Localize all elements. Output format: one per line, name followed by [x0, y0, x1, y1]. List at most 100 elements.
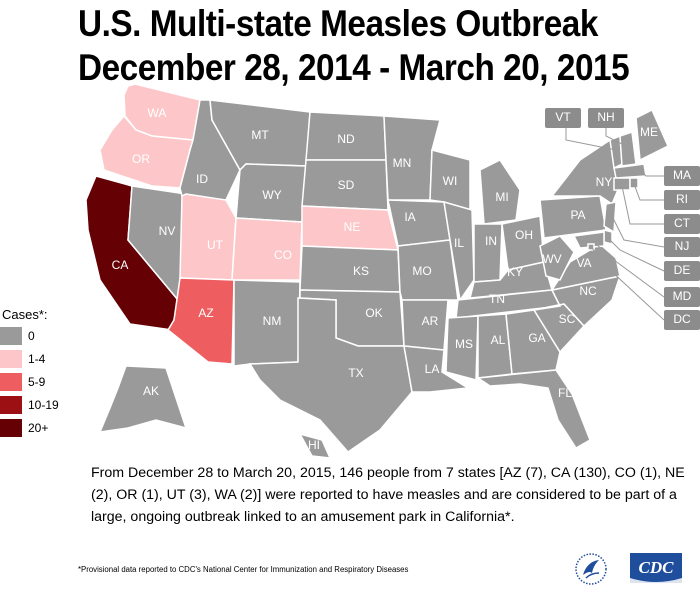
callout-de: DE — [664, 261, 700, 281]
legend-label: 1-4 — [28, 352, 46, 366]
label-fl: FL — [558, 386, 572, 400]
outbreak-description: From December 28 to March 20, 2015, 146 … — [91, 465, 685, 525]
label-ia: IA — [404, 210, 415, 224]
state-la — [403, 345, 471, 393]
svg-text:MA: MA — [673, 168, 691, 182]
state-hi — [298, 432, 332, 459]
legend-title: Cases*: — [2, 307, 48, 322]
state-ak — [98, 365, 188, 433]
label-nd: ND — [337, 132, 355, 146]
label-ak: AK — [143, 384, 159, 398]
cdc-logo: CDC — [628, 551, 684, 585]
state-me — [635, 108, 669, 162]
label-wy: WY — [262, 188, 281, 202]
legend-label: 0 — [28, 329, 35, 343]
legend-item-1-4: 1-4 — [0, 349, 60, 369]
label-me: ME — [640, 125, 658, 139]
legend-label: 5-9 — [28, 375, 46, 389]
label-ga: GA — [528, 331, 545, 345]
legend-item-0: 0 — [0, 326, 60, 346]
label-mn: MN — [393, 156, 412, 170]
label-mt: MT — [251, 128, 269, 142]
svg-text:VT: VT — [555, 110, 571, 124]
label-ne: NE — [344, 220, 361, 234]
state-wv — [539, 235, 575, 281]
state-ut — [179, 193, 237, 281]
label-al: AL — [491, 333, 506, 347]
label-wa: WA — [148, 106, 167, 120]
hhs-eagle-icon — [574, 551, 608, 587]
legend-label: 20+ — [28, 421, 49, 435]
label-az: AZ — [198, 306, 213, 320]
title-line-2: December 28, 2014 - March 20, 2015 — [78, 47, 630, 88]
svg-text:NJ: NJ — [675, 239, 690, 253]
label-wv: WV — [542, 252, 561, 266]
label-ut: UT — [207, 238, 224, 252]
label-ms: MS — [455, 337, 473, 351]
svg-text:CT: CT — [674, 216, 691, 230]
label-ar: AR — [422, 314, 439, 328]
state-fl — [475, 369, 591, 450]
state-nh — [619, 130, 637, 167]
callout-ma: MA — [664, 166, 700, 186]
callout-ct: CT — [664, 214, 700, 234]
legend-swatch — [0, 419, 22, 437]
label-il: IL — [454, 236, 464, 250]
state-il — [443, 200, 475, 302]
label-oh: OH — [515, 228, 533, 242]
state-ct — [613, 177, 631, 191]
callout-vt: VT — [545, 108, 581, 128]
label-or: OR — [132, 152, 150, 166]
state-nj — [603, 201, 617, 234]
legend-swatch — [0, 350, 22, 368]
label-va: VA — [576, 256, 591, 270]
label-la: LA — [425, 362, 440, 376]
state-ms — [445, 315, 479, 381]
label-tx: TX — [348, 366, 363, 380]
cdc-logo-text: CDC — [639, 558, 675, 577]
state-ga — [505, 309, 561, 375]
state-ks — [299, 245, 401, 293]
state-tx — [248, 297, 413, 453]
label-nv: NV — [159, 224, 176, 238]
map-title: U.S. Multi-state Measles Outbreak Decemb… — [78, 2, 630, 90]
state-ri — [629, 177, 639, 189]
label-nm: NM — [263, 314, 282, 328]
svg-text:DE: DE — [674, 263, 691, 277]
legend-item-20-plus: 20+ — [0, 418, 60, 438]
label-sd: SD — [338, 178, 355, 192]
svg-text:NH: NH — [597, 110, 614, 124]
legend-label: 10-19 — [28, 398, 59, 412]
label-ca: CA — [112, 258, 129, 272]
callout-ri: RI — [664, 190, 700, 210]
state-de — [603, 229, 613, 245]
label-co: CO — [274, 248, 292, 262]
state-labels: WA OR CA NV ID MT WY UT CO AZ NM ND SD N… — [112, 106, 658, 452]
state-ia — [387, 199, 451, 247]
svg-text:RI: RI — [676, 192, 688, 206]
title-line-1: U.S. Multi-state Measles Outbreak — [78, 3, 598, 44]
svg-text:DC: DC — [673, 312, 691, 326]
label-id: ID — [196, 172, 208, 186]
label-ks: KS — [353, 264, 369, 278]
label-wi: WI — [443, 174, 458, 188]
label-pa: PA — [570, 208, 585, 222]
legend-swatch — [0, 396, 22, 414]
label-hi: HI — [308, 438, 320, 452]
callout-lines — [565, 128, 665, 321]
svg-text:MD: MD — [673, 289, 692, 303]
label-nc: NC — [579, 284, 597, 298]
legend-item-10-19: 10-19 — [0, 395, 60, 415]
legend-swatch — [0, 327, 22, 345]
state-in — [473, 223, 503, 283]
callout-nh: NH — [588, 108, 624, 128]
label-in: IN — [485, 234, 497, 248]
label-mi: MI — [495, 190, 508, 204]
legend-item-5-9: 5-9 — [0, 372, 60, 392]
state-az — [167, 277, 235, 365]
label-ny: NY — [596, 175, 613, 189]
legend: Cases*: 0 1-4 5-9 10-19 20+ — [0, 307, 60, 438]
us-map: WA OR CA NV ID MT WY UT CO AZ NM ND SD N… — [0, 80, 700, 460]
state-oh — [501, 215, 545, 271]
legend-swatch — [0, 373, 22, 391]
